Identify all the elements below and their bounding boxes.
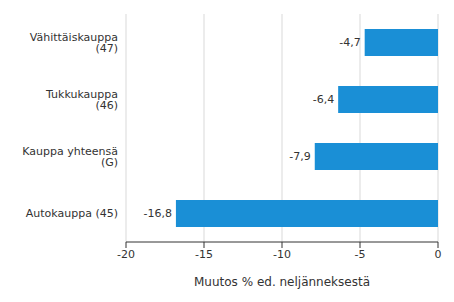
svg-text:Vähittäiskauppa(47): Vähittäiskauppa(47): [30, 31, 118, 55]
svg-text:Tukkukauppa(46): Tukkukauppa(46): [45, 88, 118, 112]
svg-text:Kauppa yhteensä(G): Kauppa yhteensä(G): [22, 145, 118, 169]
svg-text:-5: -5: [355, 248, 366, 261]
svg-text:-4,7: -4,7: [339, 36, 360, 49]
svg-text:-10: -10: [273, 248, 291, 261]
svg-text:-7,9: -7,9: [289, 150, 310, 163]
svg-text:-15: -15: [195, 248, 213, 261]
svg-text:Muutos % ed. neljänneksestä: Muutos % ed. neljänneksestä: [194, 275, 370, 289]
svg-text:0: 0: [435, 248, 442, 261]
svg-text:Autokauppa (45): Autokauppa (45): [26, 207, 118, 220]
svg-text:-6,4: -6,4: [313, 93, 334, 106]
svg-text:-16,8: -16,8: [143, 207, 171, 220]
svg-text:-20: -20: [117, 248, 135, 261]
